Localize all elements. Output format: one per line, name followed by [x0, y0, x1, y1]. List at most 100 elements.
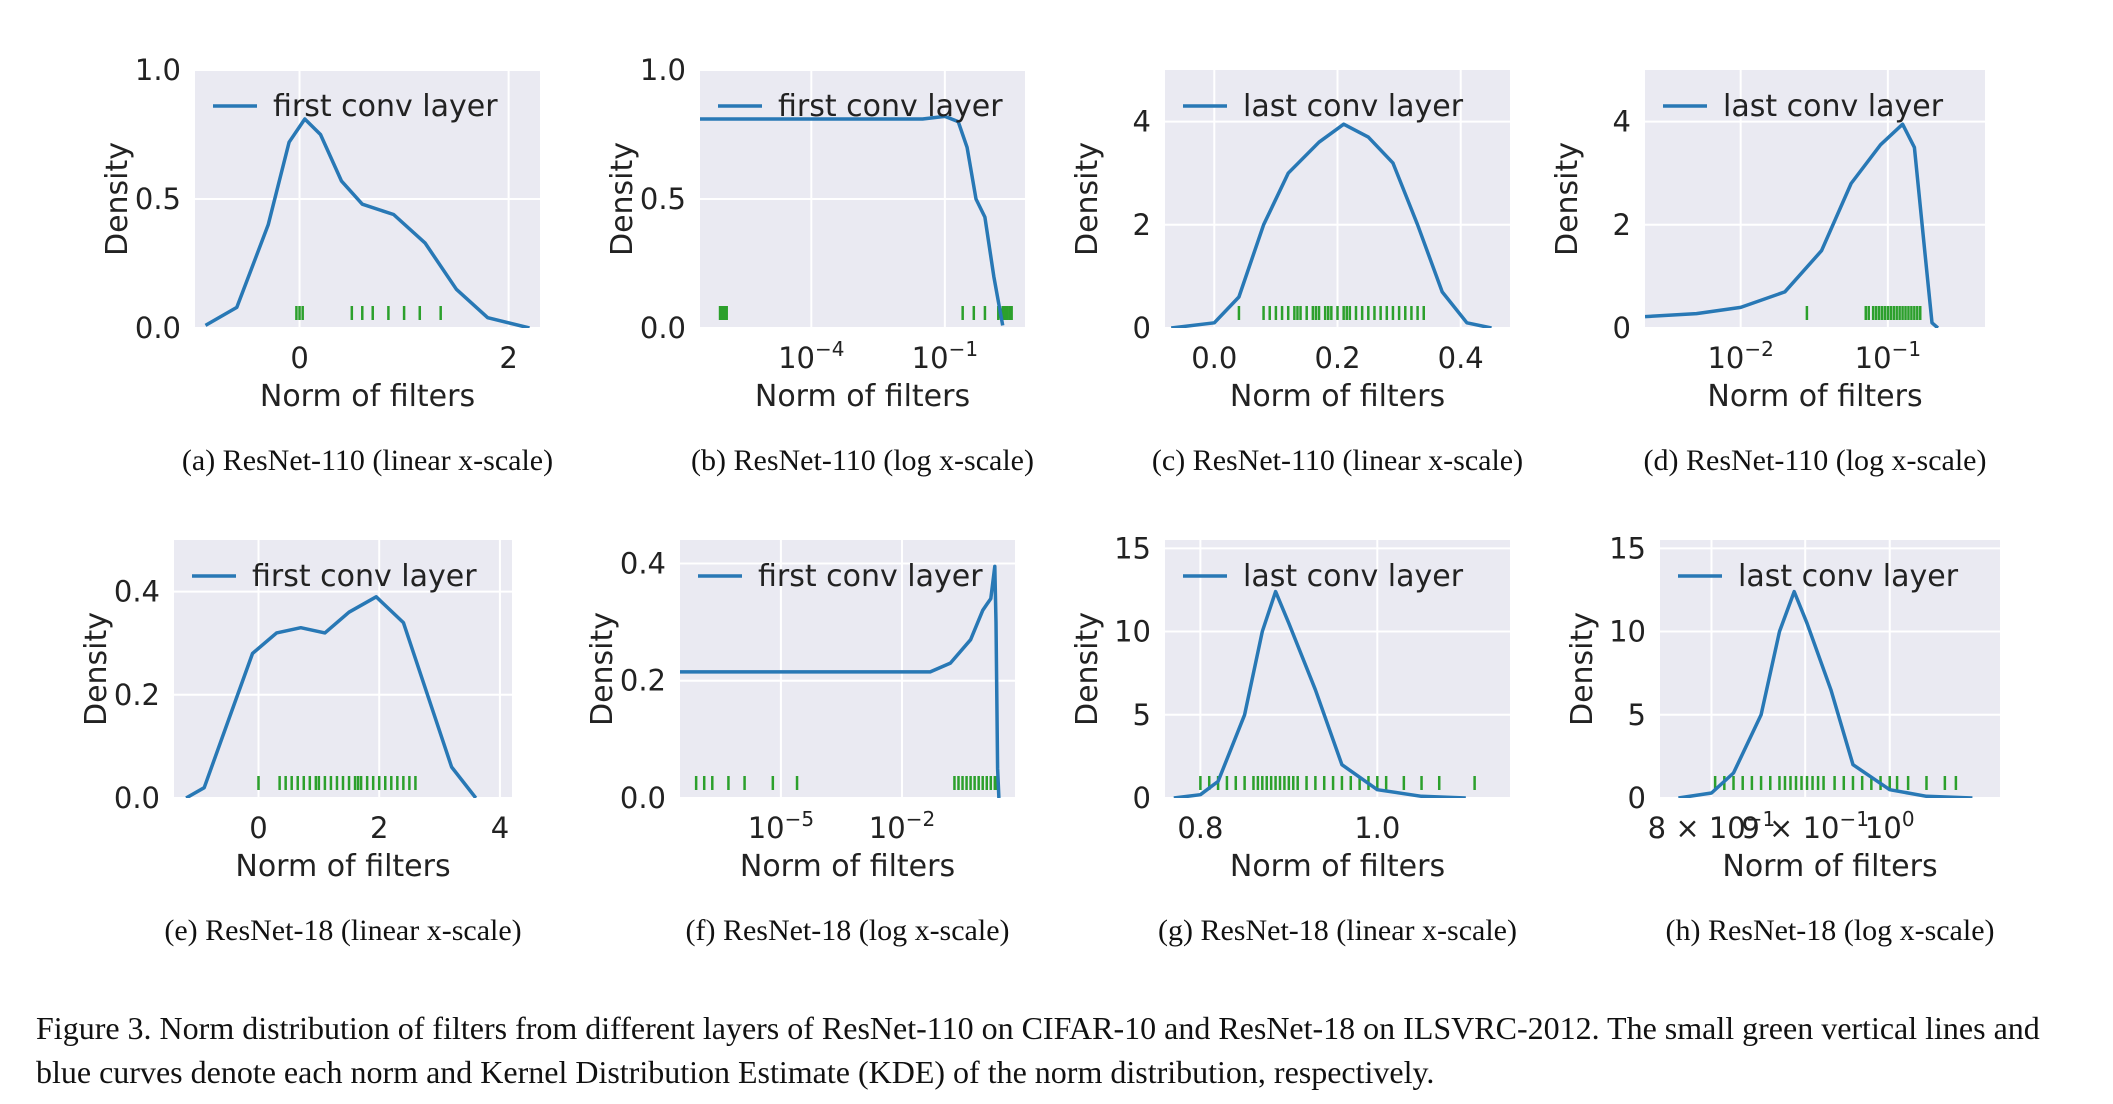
- y-tick-label: 0.4: [620, 546, 666, 580]
- y-axis-label: Density: [1550, 142, 1585, 256]
- y-tick-label: 0: [1133, 781, 1151, 815]
- y-tick-label: 4: [1133, 105, 1151, 139]
- legend-label: last conv layer: [1243, 89, 1464, 124]
- y-tick-label: 0.0: [640, 311, 686, 345]
- y-tick-label: 2: [1613, 208, 1631, 242]
- subfigure-caption: (c) ResNet-110 (linear x-scale): [1152, 444, 1523, 477]
- x-axis-label: Norm of filters: [755, 379, 970, 414]
- y-axis-label: Density: [100, 142, 135, 256]
- subfigure-caption: (f) ResNet-18 (log x-scale): [685, 914, 1009, 947]
- x-tick-label: 10−2: [869, 807, 935, 845]
- legend-label: last conv layer: [1738, 559, 1959, 594]
- legend-label: first conv layer: [758, 559, 983, 594]
- y-tick-label: 0.4: [114, 575, 160, 609]
- chart-panel-1: 0 2 0.0 0.5 1.0 first conv layer Norm of filte…: [100, 53, 553, 477]
- kde-curve: [1678, 589, 1973, 798]
- y-axis-label: Density: [605, 142, 640, 256]
- plot-area: [1660, 540, 2000, 798]
- kde-curve: [1170, 122, 1492, 328]
- x-tick-label: 100: [1865, 807, 1915, 845]
- rug-marks: [1805, 306, 1922, 320]
- subfigure-caption: (d) ResNet-110 (log x-scale): [1644, 444, 1987, 477]
- legend-label: first conv layer: [778, 89, 1003, 124]
- y-tick-label: 15: [1114, 531, 1151, 565]
- legend-label: first conv layer: [252, 559, 477, 594]
- y-tick-label: 10: [1609, 615, 1646, 649]
- plot-area: [174, 540, 512, 798]
- x-tick-label: 10−5: [748, 807, 814, 845]
- y-tick-label: 5: [1133, 698, 1151, 732]
- rug-marks: [1713, 776, 1958, 790]
- x-tick-label: 4: [491, 811, 509, 845]
- x-tick-label: 0.4: [1438, 341, 1484, 375]
- x-tick-label: 0.8: [1177, 811, 1223, 845]
- y-tick-label: 0: [1133, 311, 1151, 345]
- y-tick-label: 0.0: [620, 781, 666, 815]
- x-axis-label: Norm of filters: [1230, 379, 1445, 414]
- x-tick-label: 2: [499, 341, 517, 375]
- y-tick-label: 5: [1628, 698, 1646, 732]
- subfigure-caption: (e) ResNet-18 (linear x-scale): [164, 914, 521, 947]
- legend-label: last conv layer: [1723, 89, 1944, 124]
- y-tick-label: 0.0: [114, 781, 160, 815]
- rug-marks: [257, 776, 417, 790]
- y-tick-label: 2: [1133, 208, 1151, 242]
- y-tick-label: 0.2: [620, 664, 666, 698]
- y-axis-label: Density: [585, 612, 620, 726]
- y-tick-label: 0: [1613, 311, 1631, 345]
- subfigure-caption: (g) ResNet-18 (linear x-scale): [1158, 914, 1517, 947]
- y-tick-label: 0.5: [135, 182, 181, 216]
- subfigure-caption: (a) ResNet-110 (linear x-scale): [182, 444, 553, 477]
- x-axis-label: Norm of filters: [1230, 849, 1445, 884]
- rug-marks: [718, 306, 1013, 320]
- x-axis-label: Norm of filters: [235, 849, 450, 884]
- x-tick-label: 2: [370, 811, 388, 845]
- x-axis-label: Norm of filters: [1722, 849, 1937, 884]
- y-tick-label: 10: [1114, 615, 1151, 649]
- y-tick-label: 1.0: [640, 53, 686, 87]
- chart-panel-7: 0.8 1.0 0 5 10 15 last conv layer Norm of filte…: [1070, 531, 1517, 947]
- y-tick-label: 4: [1613, 105, 1631, 139]
- x-tick-label: 10−1: [912, 337, 978, 375]
- x-tick-label: 0.0: [1191, 341, 1237, 375]
- kde-curve: [185, 595, 478, 798]
- y-tick-label: 15: [1609, 531, 1646, 565]
- y-tick-label: 0.5: [640, 182, 686, 216]
- kde-curve: [700, 114, 1005, 326]
- y-axis-label: Density: [79, 612, 114, 726]
- rug-marks: [295, 306, 442, 320]
- y-axis-label: Density: [1070, 612, 1105, 726]
- chart-panel-4: 10−2 10−1 0 2 4 last conv layer Norm of filter…: [1550, 70, 1986, 477]
- x-tick-label: 10−4: [778, 337, 844, 375]
- subfigure-caption: (b) ResNet-110 (log x-scale): [691, 444, 1034, 477]
- chart-panel-2: 10−4 10−1 0.0 0.5 1.0 first conv layer Norm of…: [605, 53, 1034, 477]
- x-axis-label: Norm of filters: [1707, 379, 1922, 414]
- x-tick-label: 0: [249, 811, 267, 845]
- y-tick-label: 0: [1628, 781, 1646, 815]
- y-axis-label: Density: [1070, 142, 1105, 256]
- kde-curve: [680, 564, 1001, 798]
- x-axis-label: Norm of filters: [740, 849, 955, 884]
- plot-area: [680, 540, 1015, 798]
- rug-marks: [1237, 306, 1425, 320]
- x-tick-label: 10−1: [1855, 337, 1921, 375]
- x-tick-label: 1.0: [1354, 811, 1400, 845]
- x-tick-label: 0: [290, 341, 308, 375]
- kde-curve: [1173, 589, 1466, 798]
- legend-label: first conv layer: [273, 89, 498, 124]
- x-axis-label: Norm of filters: [260, 379, 475, 414]
- y-axis-label: Density: [1565, 612, 1600, 726]
- y-tick-label: 0.2: [114, 678, 160, 712]
- subfigure-caption: (h) ResNet-18 (log x-scale): [1665, 914, 1994, 947]
- chart-panel-5: 0 2 4 0.0 0.2 0.4 first conv layer Norm of filt…: [79, 540, 522, 947]
- x-tick-label: 8 × 10−1: [1648, 807, 1776, 845]
- x-tick-label: 10−2: [1707, 337, 1773, 375]
- legend-label: last conv layer: [1243, 559, 1464, 594]
- rug-marks: [694, 776, 999, 790]
- chart-panel-6: 10−5 10−2 0.0 0.2 0.4 first conv layer Norm of…: [585, 540, 1015, 947]
- kde-curve: [1645, 122, 1940, 328]
- x-tick-label: 9 × 10−1: [1741, 807, 1869, 845]
- chart-panel-3: 0.0 0.2 0.4 0 2 4 last conv layer Norm of filte…: [1070, 70, 1523, 477]
